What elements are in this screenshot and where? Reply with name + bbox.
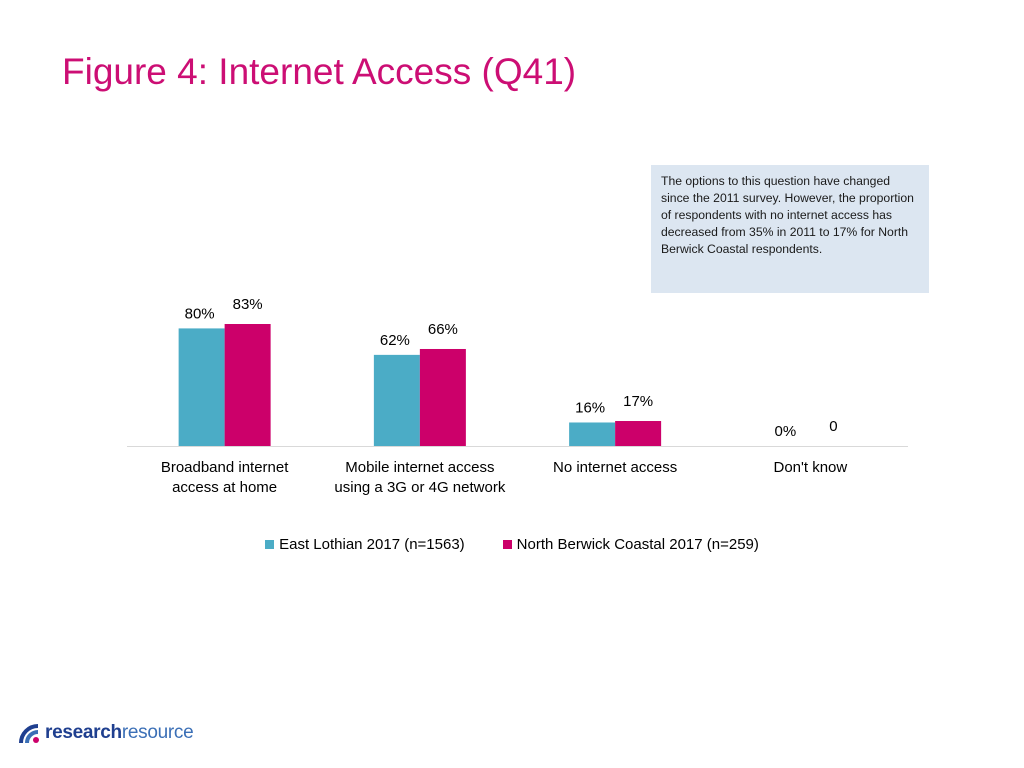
bar-0-0 xyxy=(178,328,225,446)
x-tick-label-1-1: using a 3G or 4G network xyxy=(334,479,505,496)
data-label-0-0: 80% xyxy=(185,305,215,322)
data-label-0-3: 0% xyxy=(775,423,797,440)
chart-legend: East Lothian 2017 (n=1563) North Berwick… xyxy=(0,536,1024,553)
legend-label-north-berwick: North Berwick Coastal 2017 (n=259) xyxy=(516,536,759,553)
x-tick-label-0-0: Broadband internet xyxy=(161,459,289,476)
data-label-0-1: 62% xyxy=(380,332,410,349)
research-resource-logo: research resource xyxy=(18,722,194,744)
bar-1-2 xyxy=(615,421,662,446)
x-tick-label-1-0: Mobile internet access xyxy=(345,459,494,476)
page-title: Figure 4: Internet Access (Q41) xyxy=(62,51,577,92)
bar-0-1 xyxy=(373,354,420,446)
x-tick-label-0-1: access at home xyxy=(172,479,277,496)
logo-text-resource: resource xyxy=(121,722,194,743)
legend-label-east-lothian: East Lothian 2017 (n=1563) xyxy=(279,536,465,553)
data-label-1-3: 0 xyxy=(829,418,837,435)
bar-1-0 xyxy=(224,324,271,446)
legend-item-east-lothian: East Lothian 2017 (n=1563) xyxy=(265,536,465,553)
data-label-1-1: 66% xyxy=(428,321,458,338)
bar-0-2 xyxy=(569,422,616,446)
data-label-1-0: 83% xyxy=(233,296,263,313)
logo-text-research: research xyxy=(45,722,122,743)
legend-item-north-berwick: North Berwick Coastal 2017 (n=259) xyxy=(502,536,759,553)
bar-1-1 xyxy=(419,348,466,446)
note-box: The options to this question have change… xyxy=(651,165,929,293)
data-label-0-2: 16% xyxy=(575,399,605,416)
data-label-1-2: 17% xyxy=(623,393,653,410)
x-tick-label-3-0: Don't know xyxy=(774,459,848,476)
legend-swatch-east-lothian xyxy=(265,540,275,549)
legend-swatch-north-berwick xyxy=(502,540,512,549)
x-tick-label-2-0: No internet access xyxy=(553,459,677,476)
logo-arc-icon xyxy=(19,724,39,743)
bar-chart: 80% 83% Broadband internet access at home 62… xyxy=(127,296,908,496)
